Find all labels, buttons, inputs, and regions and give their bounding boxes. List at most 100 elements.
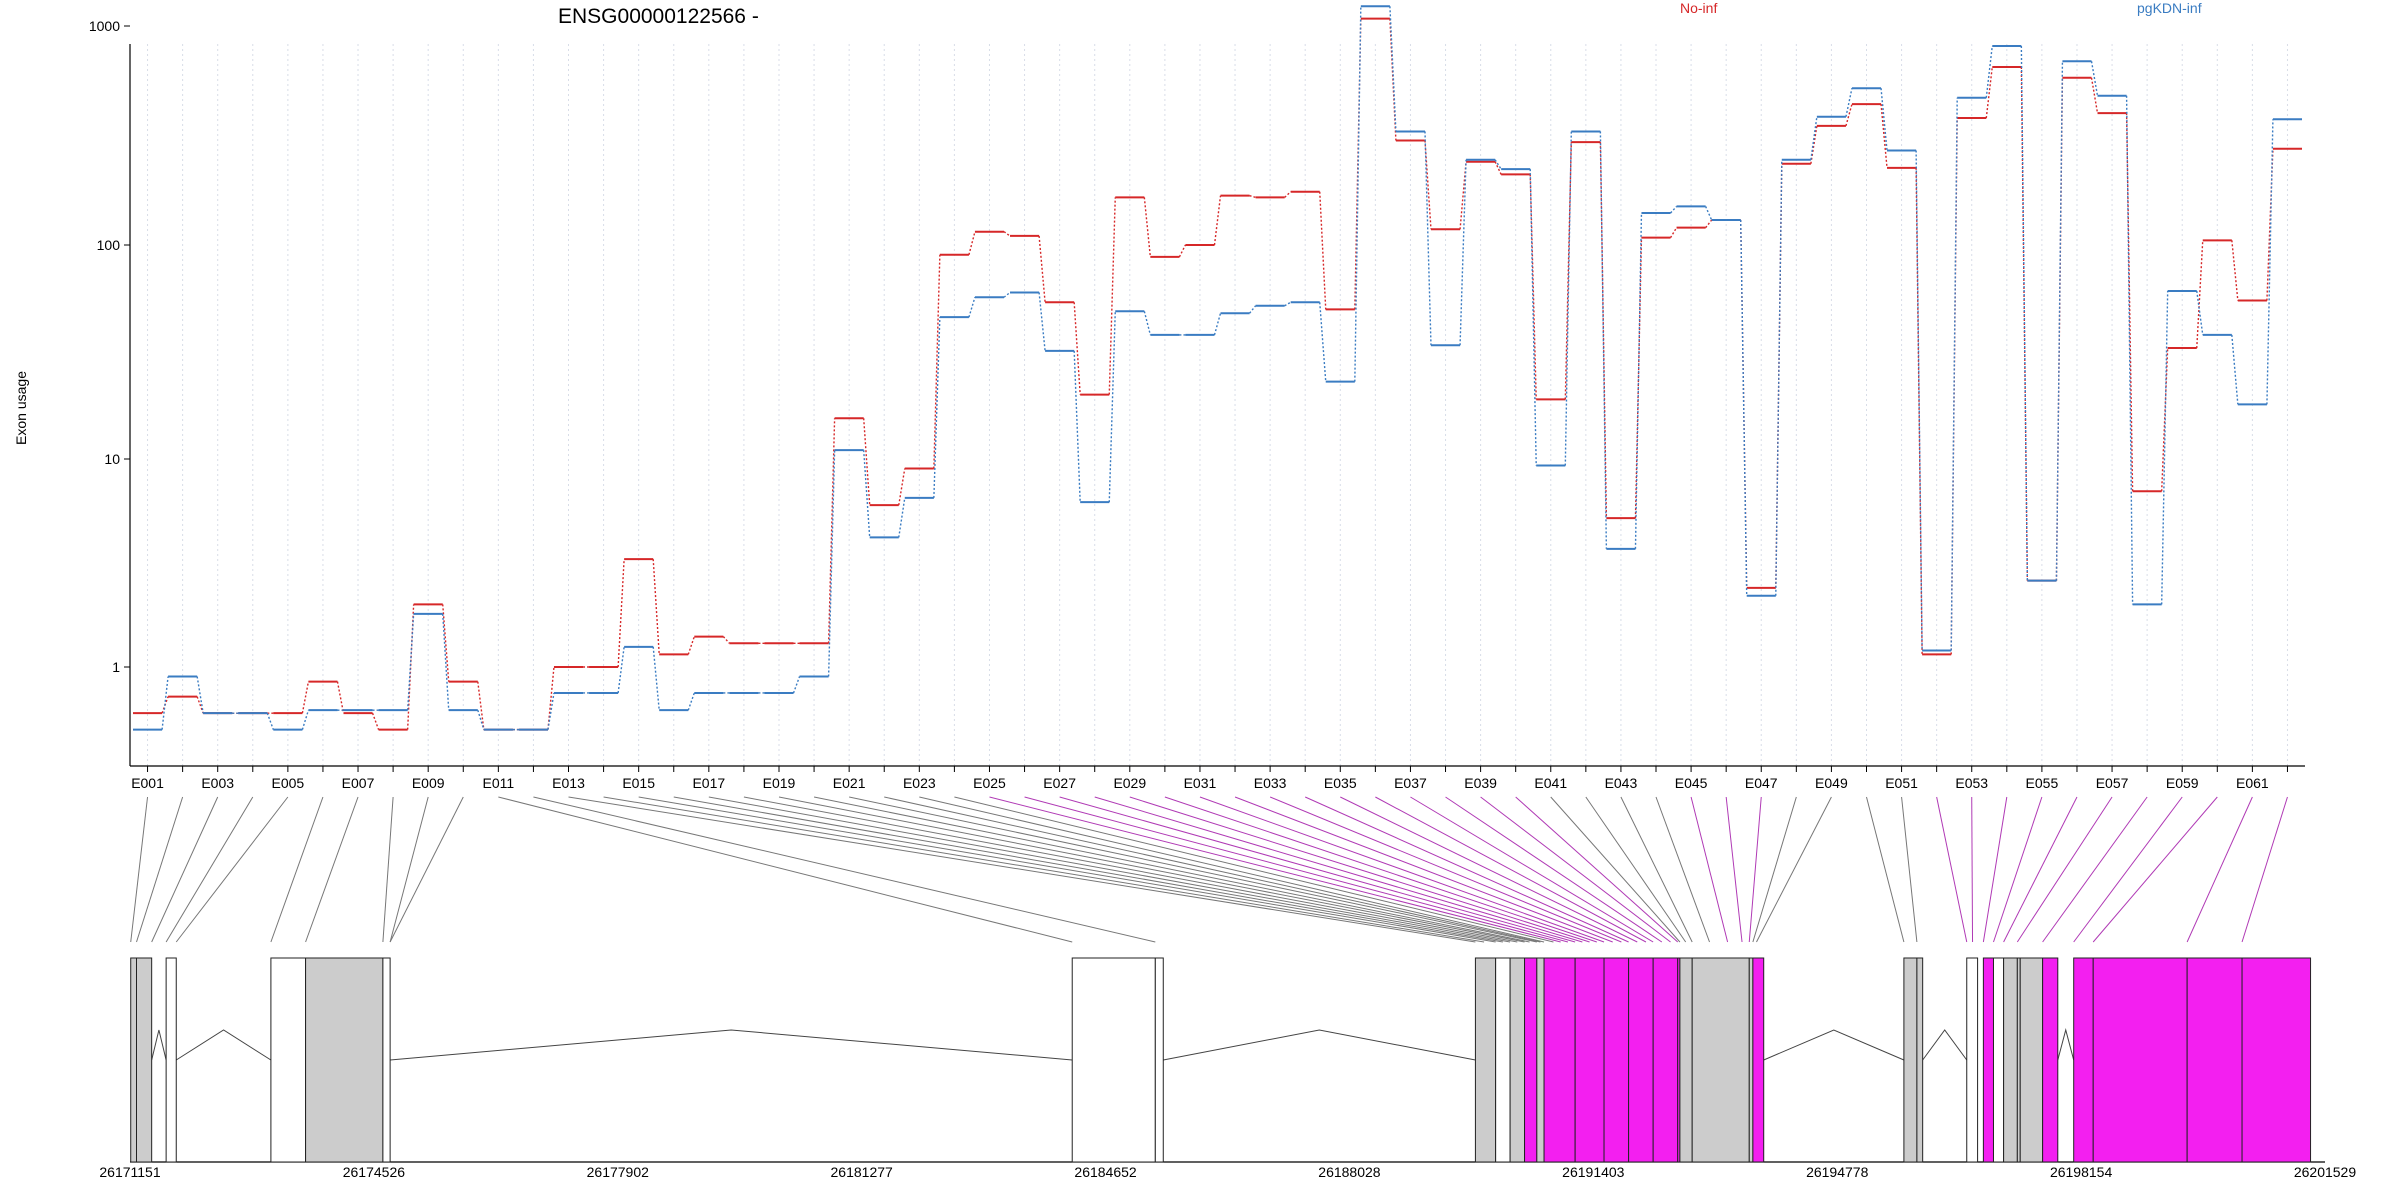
exon-connector	[1993, 796, 2043, 943]
category-gridlines	[147, 44, 2288, 766]
exon-connector	[389, 796, 464, 943]
exon-block	[136, 957, 153, 1163]
x-tick-label: E009	[412, 775, 445, 791]
exon-connector	[2042, 796, 2148, 943]
exon-block	[2241, 957, 2312, 1163]
x-tick-label: E021	[833, 775, 866, 791]
exon-block	[1543, 957, 1576, 1163]
exon-connector	[1199, 796, 1605, 943]
exon-connector	[175, 796, 289, 943]
x-tick-label: E045	[1675, 775, 1708, 791]
exon-connector	[1234, 796, 1613, 943]
genomic-tick-label: 26191403	[1562, 1164, 1625, 1180]
y-tick-label: 10	[104, 451, 120, 467]
legend-pgkdn-inf: pgKDN-inf	[2137, 0, 2202, 16]
exon-connector	[1059, 796, 1576, 943]
exon-block	[2019, 957, 2044, 1163]
exon-connector	[1982, 796, 2008, 943]
exon-connector	[1901, 796, 1918, 943]
exon-connector	[919, 796, 1545, 943]
exon-connector	[2241, 796, 2288, 943]
exon-block	[2092, 957, 2188, 1163]
series-no-inf	[133, 17, 2302, 731]
exon-connector	[1445, 796, 1663, 943]
exon-connector	[603, 796, 1485, 943]
exon-block	[1495, 957, 1511, 1163]
exon-connector	[954, 796, 1554, 943]
exon-connector	[1375, 796, 1647, 943]
exon-block	[1652, 957, 1679, 1163]
x-tick-label: E041	[1534, 775, 1567, 791]
exon-connector	[1024, 796, 1569, 943]
exon-connector	[165, 796, 254, 943]
exon-block	[382, 957, 391, 1163]
y-tick-label: 1000	[89, 18, 120, 34]
x-tick-label: E049	[1815, 775, 1848, 791]
x-tick-label: E031	[1184, 775, 1217, 791]
exon-connector	[708, 796, 1511, 943]
genomic-tick-label: 26174526	[343, 1164, 406, 1180]
exon-block	[1524, 957, 1538, 1163]
exon-connector	[1269, 796, 1622, 943]
exon-connector	[1164, 796, 1597, 943]
legend-no-inf: No-inf	[1680, 0, 1717, 16]
exon-connector	[778, 796, 1525, 943]
exon-connector	[989, 796, 1561, 943]
x-tick-label: E047	[1745, 775, 1778, 791]
genomic-tick-label: 26194778	[1806, 1164, 1869, 1180]
exon-connector	[1480, 796, 1671, 943]
exon-block	[165, 957, 177, 1163]
exon-block	[1474, 957, 1497, 1163]
exon-connector	[1936, 796, 1968, 943]
exon-connector	[1655, 796, 1710, 943]
exon-connector	[382, 796, 394, 943]
exon-connector	[1094, 796, 1583, 943]
exon-connector	[849, 796, 1537, 943]
x-tick-label: E055	[2026, 775, 2059, 791]
exon-connector	[1971, 796, 1974, 943]
exon-connector	[743, 796, 1518, 943]
exon-connector	[151, 796, 219, 943]
exon-connector	[498, 796, 1073, 943]
exon-connector	[813, 796, 1530, 943]
x-tick-label: E015	[622, 775, 655, 791]
exon-block	[2003, 957, 2018, 1163]
genomic-tick-label: 26188028	[1318, 1164, 1381, 1180]
series-pgkdn-inf	[133, 5, 2302, 731]
exon-connector	[1550, 796, 1681, 943]
intron-line	[390, 1029, 1073, 1061]
exon-connector	[1620, 796, 1693, 943]
exon-connector	[1585, 796, 1687, 943]
x-tick-label: E025	[973, 775, 1006, 791]
x-tick-label: E039	[1464, 775, 1497, 791]
exon-block	[2042, 957, 2059, 1163]
exon-block	[1916, 957, 1924, 1163]
x-tick-label: E013	[552, 775, 585, 791]
exon-connector	[533, 796, 1156, 943]
exon-connector	[2003, 796, 2078, 943]
x-tick-label: E061	[2236, 775, 2269, 791]
x-tick-label: E059	[2166, 775, 2199, 791]
y-axis-label: Exon usage	[13, 371, 29, 445]
exon-connector	[2016, 796, 2113, 943]
x-tick-label: E057	[2096, 775, 2129, 791]
x-tick-label: E017	[692, 775, 725, 791]
exon-connector	[1515, 796, 1679, 943]
exon-connector	[389, 796, 429, 943]
exon-connector	[1690, 796, 1729, 943]
exon-connector	[638, 796, 1496, 943]
exon-connector	[1725, 796, 1743, 943]
x-tick-label: E011	[483, 775, 515, 791]
exon-block	[1509, 957, 1526, 1163]
exon-connectors	[130, 796, 2288, 943]
exon-block	[1071, 957, 1156, 1163]
exon-block	[1982, 957, 1994, 1163]
exon-block	[1748, 957, 1754, 1163]
exon-block	[1628, 957, 1654, 1163]
x-tick-label: E029	[1113, 775, 1146, 791]
exon-block	[1154, 957, 1164, 1163]
x-tick-label: E033	[1254, 775, 1287, 791]
x-tick-label: E027	[1043, 775, 1076, 791]
exon-connector	[1866, 796, 1905, 943]
